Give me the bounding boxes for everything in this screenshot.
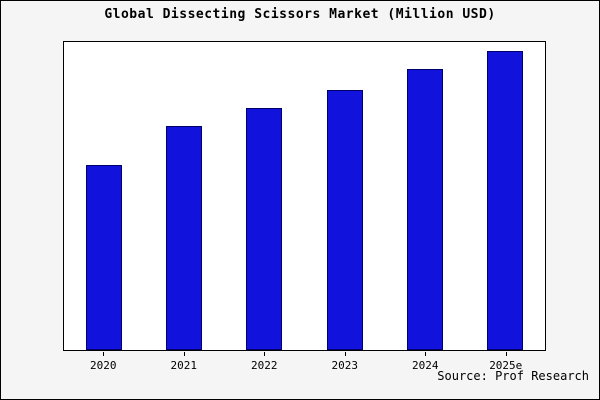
x-tick-label-2023: 2023 — [305, 352, 386, 372]
bar-2024 — [406, 68, 443, 350]
bar-2025e — [486, 50, 523, 350]
x-tick-label-2021: 2021 — [144, 352, 225, 372]
bar-slot-2020 — [64, 42, 144, 350]
x-tick-label-2022: 2022 — [224, 352, 305, 372]
x-tick-label-2024: 2024 — [385, 352, 466, 372]
bar-2021 — [166, 125, 203, 350]
bar-2023 — [326, 89, 363, 350]
bar-slot-2021 — [144, 42, 224, 350]
bar-slot-2022 — [224, 42, 304, 350]
plot-area — [63, 41, 546, 351]
source-note: Source: Prof Research — [437, 369, 589, 383]
bars-row — [64, 42, 545, 350]
bar-slot-2024 — [385, 42, 465, 350]
bar-2022 — [246, 107, 283, 350]
bar-2020 — [86, 164, 123, 350]
x-axis-labels: 2020 2021 2022 2023 2024 2025e — [63, 352, 546, 372]
bar-slot-2023 — [305, 42, 385, 350]
bar-slot-2025e — [465, 42, 545, 350]
x-tick-label-2020: 2020 — [63, 352, 144, 372]
chart-title: Global Dissecting Scissors Market (Milli… — [104, 7, 496, 22]
x-tick-label-2025e: 2025e — [466, 352, 547, 372]
